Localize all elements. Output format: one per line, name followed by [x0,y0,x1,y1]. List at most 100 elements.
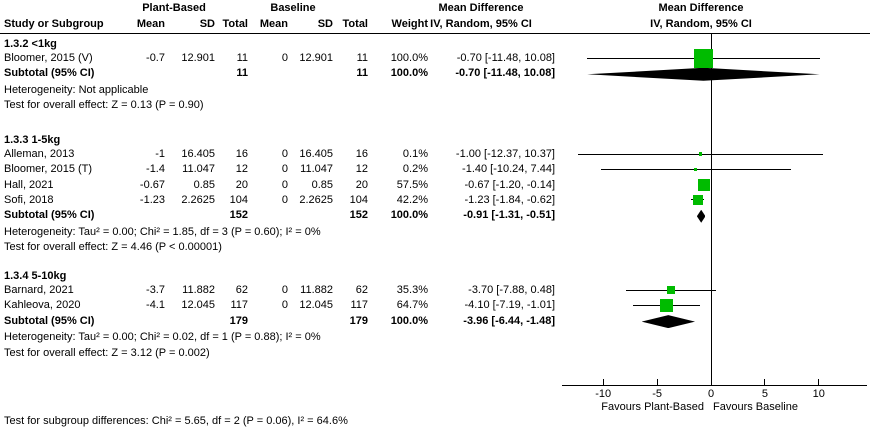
study-total-baseline: 12 [355,163,368,176]
study-mean-plant: -4.1 [146,299,165,312]
study-sd-plant: 16.405 [181,148,215,160]
study-sd-plant: 11.882 [182,284,215,296]
overall-effect-text: Test for overall effect: Z = 4.46 (P < 0… [4,241,222,254]
study-sd-plant: 11.047 [182,163,215,176]
study-mean-plant: -0.7 [146,52,165,64]
axis-tick-label: 5 [761,388,768,400]
study-mean-baseline: 0 [281,299,288,312]
study-sd-baseline: 16.405 [299,148,333,160]
subtotal-total-baseline: 179 [349,314,368,327]
study-name: Bloomer, 2015 (T) [4,163,93,176]
study-name: Bloomer, 2015 (V) [4,52,93,64]
group-label: 1.3.3 1-5kg [4,134,61,146]
axis-tick [710,379,712,386]
study-mean-plant: -1.23 [139,193,165,206]
subtotal-diamond [587,67,820,81]
study-mean-baseline: 0 [281,163,288,176]
x-axis-line [562,385,867,386]
effect-marker-square [698,152,702,156]
axis-tick [602,379,604,386]
plant-total-column-header: Total [222,18,248,30]
study-mean-baseline: 0 [281,148,288,160]
subtotal-label: Subtotal (95% CI) [4,314,95,327]
study-total-plant: 117 [230,299,248,312]
subtotal-diamond [641,315,696,329]
favours-right-label: Favours Baseline [713,401,798,413]
study-weight: 64.7% [396,299,428,312]
study-weight: 0.1% [402,148,428,160]
heterogeneity-text: Heterogeneity: Not applicable [4,83,149,96]
study-sd-plant: 12.901 [181,52,215,64]
study-ci-text: -0.70 [-11.48, 10.08] [456,52,555,64]
axis-tick [818,379,820,386]
plant-based-column-group-header: Plant-Based [142,2,206,14]
heterogeneity-text: Heterogeneity: Tau² = 0.00; Chi² = 0.02,… [4,331,321,344]
iv-random-ci-plot-header: IV, Random, 95% CI [650,18,752,30]
study-total-baseline: 104 [349,193,368,206]
axis-tick-label: -10 [595,388,612,400]
effect-marker-square [693,48,713,68]
subtotal-total-plant: 179 [229,314,248,327]
axis-tick [656,379,658,386]
overall-effect-text: Test for overall effect: Z = 3.12 (P = 0… [4,346,210,359]
weight-column-header: Weight [391,18,428,30]
header-separator-line [0,33,870,34]
study-mean-baseline: 0 [281,193,288,206]
mean-difference-plot-header: Mean Difference [658,2,744,14]
study-name: Alleman, 2013 [4,148,75,160]
study-sd-plant: 2.2625 [181,193,215,206]
effect-marker-square [697,178,710,191]
study-sd-baseline: 11.047 [300,163,333,176]
study-total-baseline: 62 [355,284,368,296]
axis-tick [764,379,766,386]
study-total-baseline: 117 [350,299,368,312]
study-sd-baseline: 0.85 [311,178,333,191]
iv-random-ci-text-header: IV, Random, 95% CI [430,18,532,30]
subtotal-total-baseline: 152 [349,209,368,222]
study-ci-text: -0.67 [-1.20, -0.14] [464,178,556,191]
subtotal-total-plant: 152 [229,209,248,222]
favours-left-label: Favours Plant-Based [601,401,704,413]
subtotal-ci-text: -0.91 [-1.31, -0.51] [463,209,555,222]
study-mean-plant: -3.7 [146,284,165,296]
subtotal-diamond [696,209,706,223]
heterogeneity-text: Heterogeneity: Tau² = 0.00; Chi² = 1.85,… [4,225,321,238]
study-ci-text: -1.00 [-12.37, 10.37] [455,148,555,160]
study-sd-baseline: 11.882 [300,284,333,296]
subtotal-ci-text: -0.70 [-11.48, 10.08] [455,67,555,80]
study-total-plant: 16 [235,148,248,160]
group-label: 1.3.4 5-10kg [4,270,67,282]
study-weight: 0.2% [402,163,428,176]
baseline-mean-column-header: Mean [259,18,288,30]
effect-marker-square [692,195,703,205]
study-mean-baseline: 0 [281,284,288,296]
study-mean-plant: -1 [155,148,165,160]
study-weight: 35.3% [396,284,428,296]
study-total-plant: 104 [229,193,248,206]
subtotal-label: Subtotal (95% CI) [4,67,95,80]
axis-tick-label: -5 [652,388,662,400]
study-total-plant: 20 [235,178,248,191]
study-weight: 57.5% [396,178,428,191]
baseline-column-group-header: Baseline [270,2,316,14]
study-total-plant: 62 [235,284,248,296]
study-sd-baseline: 2.2625 [299,193,333,206]
subtotal-ci-text: -3.96 [-6.44, -1.48] [463,314,555,327]
study-total-plant: 12 [235,163,248,176]
study-total-baseline: 11 [356,52,368,64]
study-name: Hall, 2021 [4,178,54,191]
study-sd-baseline: 12.901 [299,52,333,64]
study-ci-text: -3.70 [-7.88, 0.48] [468,284,555,296]
effect-marker-square [660,298,674,312]
zero-reference-line [711,34,712,385]
study-mean-plant: -1.4 [146,163,165,176]
plant-sd-column-header: SD [199,18,215,30]
study-name: Kahleova, 2020 [4,299,81,312]
study-mean-baseline: 0 [281,52,288,64]
effect-marker-square [694,167,698,171]
mean-difference-text-header: Mean Difference [438,2,524,14]
effect-marker-square [666,285,676,295]
study-total-baseline: 20 [355,178,368,191]
study-total-baseline: 16 [355,148,368,160]
